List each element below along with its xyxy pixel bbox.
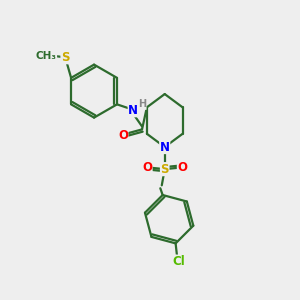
Text: N: N	[160, 141, 170, 154]
Text: O: O	[177, 161, 188, 174]
Text: O: O	[142, 161, 152, 174]
Text: S: S	[61, 51, 70, 64]
Text: H: H	[138, 99, 146, 110]
Text: Cl: Cl	[172, 255, 185, 268]
Text: S: S	[160, 163, 169, 176]
Text: O: O	[118, 129, 128, 142]
Text: CH₃: CH₃	[36, 51, 57, 61]
Text: N: N	[128, 104, 138, 117]
